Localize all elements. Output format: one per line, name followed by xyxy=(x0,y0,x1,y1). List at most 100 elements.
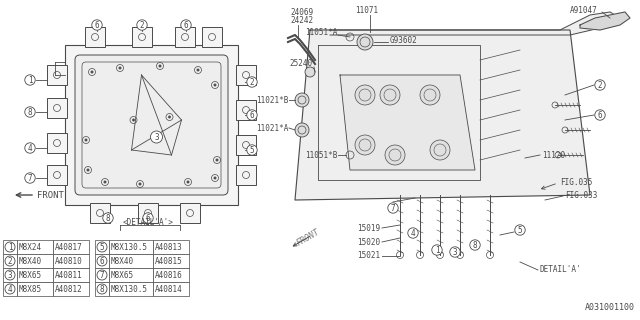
Text: A40817: A40817 xyxy=(55,243,83,252)
Polygon shape xyxy=(295,30,590,200)
Circle shape xyxy=(103,213,113,223)
Text: 11051*B: 11051*B xyxy=(305,150,337,159)
Text: 4: 4 xyxy=(411,228,415,237)
Bar xyxy=(47,65,67,85)
Text: 2: 2 xyxy=(598,81,602,90)
Circle shape xyxy=(143,213,153,223)
Circle shape xyxy=(139,183,141,185)
Circle shape xyxy=(132,119,134,121)
Polygon shape xyxy=(340,75,475,170)
Text: 6: 6 xyxy=(250,110,254,119)
Bar xyxy=(3,268,17,282)
Bar xyxy=(17,254,53,268)
Text: A40812: A40812 xyxy=(55,284,83,293)
Circle shape xyxy=(214,177,216,179)
Circle shape xyxy=(380,85,400,105)
Bar xyxy=(47,165,67,185)
Bar xyxy=(53,240,89,254)
Bar xyxy=(17,240,53,254)
Text: 11021*B: 11021*B xyxy=(255,95,288,105)
Bar xyxy=(3,240,17,254)
Circle shape xyxy=(355,135,375,155)
Polygon shape xyxy=(330,12,620,35)
Text: M8X65: M8X65 xyxy=(111,270,134,279)
Text: 1: 1 xyxy=(28,76,32,84)
Circle shape xyxy=(214,84,216,86)
Bar xyxy=(53,282,89,296)
Circle shape xyxy=(5,256,15,266)
Bar xyxy=(236,65,256,85)
Text: 11120: 11120 xyxy=(542,150,565,159)
Bar xyxy=(47,98,67,118)
Circle shape xyxy=(25,75,35,85)
Bar xyxy=(138,203,158,223)
Bar xyxy=(109,254,153,268)
Bar xyxy=(236,135,256,155)
Bar xyxy=(109,268,153,282)
Bar xyxy=(95,240,109,254)
Text: M8X24: M8X24 xyxy=(19,243,42,252)
Circle shape xyxy=(25,143,35,153)
Circle shape xyxy=(450,247,460,257)
Bar xyxy=(47,133,67,153)
Text: A031001100: A031001100 xyxy=(585,303,635,312)
Text: A40815: A40815 xyxy=(155,257,183,266)
Text: 4: 4 xyxy=(28,143,32,153)
Text: 8: 8 xyxy=(106,213,110,222)
Circle shape xyxy=(470,240,480,250)
Text: A40810: A40810 xyxy=(55,257,83,266)
Text: 5: 5 xyxy=(100,243,104,252)
Bar xyxy=(153,268,189,282)
Circle shape xyxy=(168,116,171,118)
Bar xyxy=(180,203,200,223)
Text: 8: 8 xyxy=(100,284,104,293)
Circle shape xyxy=(355,85,375,105)
Circle shape xyxy=(150,131,163,143)
Circle shape xyxy=(97,270,107,280)
Text: FRONT: FRONT xyxy=(295,228,321,248)
Circle shape xyxy=(5,242,15,252)
Bar xyxy=(95,282,109,296)
Circle shape xyxy=(97,256,107,266)
Text: 3: 3 xyxy=(8,270,12,279)
Text: FIG.035: FIG.035 xyxy=(560,178,593,187)
Text: 11021*A: 11021*A xyxy=(255,124,288,132)
Text: 11071: 11071 xyxy=(355,5,378,14)
Text: FRONT: FRONT xyxy=(37,190,64,199)
Text: 3: 3 xyxy=(452,247,458,257)
Bar xyxy=(53,268,89,282)
Text: 6: 6 xyxy=(146,213,150,222)
Text: M8X65: M8X65 xyxy=(19,270,42,279)
Text: 2: 2 xyxy=(250,77,254,86)
Bar xyxy=(236,165,256,185)
Bar xyxy=(236,100,256,120)
Circle shape xyxy=(515,225,525,235)
Bar xyxy=(109,240,153,254)
Circle shape xyxy=(295,123,309,137)
Text: 25240: 25240 xyxy=(290,59,313,68)
Circle shape xyxy=(5,284,15,294)
Circle shape xyxy=(85,139,87,141)
Text: 7: 7 xyxy=(390,204,396,212)
Text: G93602: G93602 xyxy=(390,36,418,44)
Circle shape xyxy=(92,20,102,30)
Text: 2: 2 xyxy=(140,20,144,29)
Bar xyxy=(132,27,152,47)
Circle shape xyxy=(385,145,405,165)
Text: 1: 1 xyxy=(8,243,12,252)
Circle shape xyxy=(408,228,418,238)
Text: A40816: A40816 xyxy=(155,270,183,279)
Text: 24242: 24242 xyxy=(290,15,313,25)
Circle shape xyxy=(388,203,398,213)
Polygon shape xyxy=(580,12,630,30)
Circle shape xyxy=(595,80,605,90)
Text: 1: 1 xyxy=(435,245,439,254)
Text: FIG.033: FIG.033 xyxy=(565,190,597,199)
Text: 6: 6 xyxy=(598,110,602,119)
Bar xyxy=(17,268,53,282)
Text: 6: 6 xyxy=(95,20,99,29)
Text: 11051*A: 11051*A xyxy=(305,28,337,36)
Circle shape xyxy=(595,110,605,120)
Text: A40813: A40813 xyxy=(155,243,183,252)
Text: 6: 6 xyxy=(100,257,104,266)
